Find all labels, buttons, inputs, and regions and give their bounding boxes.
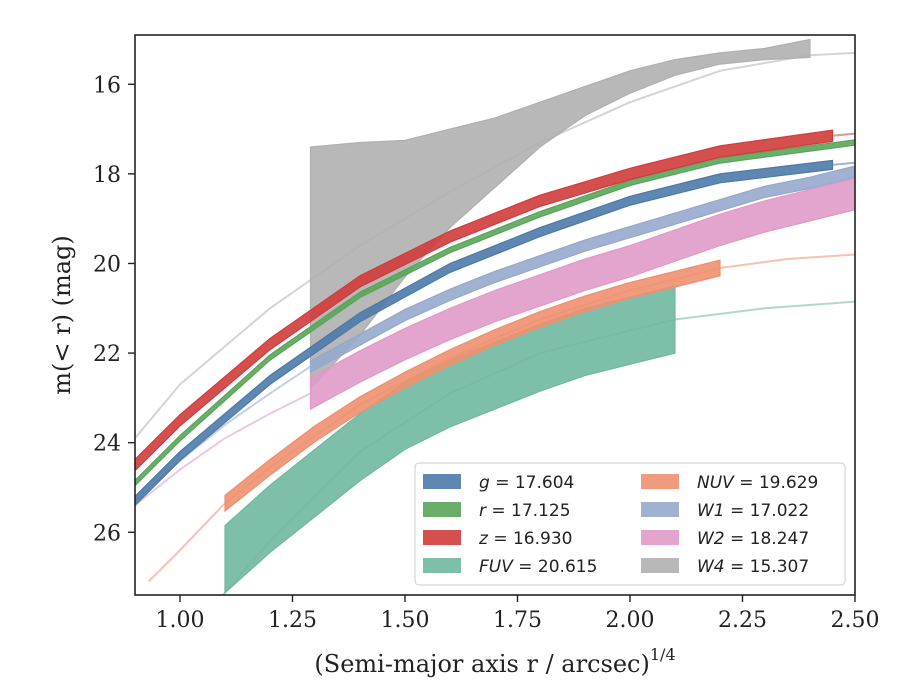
y-tick-label: 20 [93,252,121,277]
legend-label-nuv: NUV = 19.629 [697,473,818,493]
y-tick-label: 22 [93,342,121,367]
x-tick-label: 1.00 [156,608,205,633]
legend-swatch-z [423,530,461,545]
ticks-layer: 1.00 1.25 1.50 1.75 2.00 2.25 2.50 16 18 20 22 24 26 [93,73,879,633]
legend: g = 17.604 r = 17.125 z = 16.930 FUV = 20.6… [414,462,846,586]
series-band-nuv [224,259,721,513]
series-layer [135,38,855,595]
legend-label-fuv: FUV = 20.615 [479,557,597,577]
series-model-line-w2 [135,392,311,507]
legend-swatch-nuv [641,474,679,489]
y-tick-label: 24 [93,432,121,457]
y-axis-label: m(< r) (mag) [48,235,76,394]
series-band-z [135,129,834,472]
series-model-line-z [832,132,855,137]
legend-swatch-w4 [641,558,679,573]
series-band-w4 [309,38,811,391]
legend-box [414,462,846,586]
x-axis-label: (Semi-major axis r / arcsec)1/4 [314,645,675,678]
legend-swatch-r [423,502,461,517]
x-tick-label: 1.50 [381,608,430,633]
legend-label-r: r = 17.125 [479,501,571,521]
legend-swatch-w2 [641,530,679,545]
series-band-r [135,139,855,487]
series-band-w2 [309,177,855,411]
x-tick-label: 2.25 [718,608,767,633]
legend-label-g: g = 17.604 [479,473,574,493]
legend-swatch-fuv [423,558,461,573]
y-tick-label: 26 [93,521,121,546]
x-tick-label: 1.25 [268,608,317,633]
series-band-w1 [309,165,855,374]
x-tick-label: 2.50 [831,608,880,633]
series-band-g [135,159,834,507]
x-tick-label: 1.75 [493,608,542,633]
legend-label-z: z = 16.930 [478,529,572,549]
series-model-line-g [832,161,855,166]
legend-label-w4: W4 = 15.307 [697,557,809,577]
y-tick-label: 18 [93,163,121,188]
legend-swatch-w1 [641,502,679,517]
legend-label-w1: W1 = 17.022 [697,501,809,521]
plot-frame [134,34,856,596]
x-tick-label: 2.00 [606,608,655,633]
legend-label-w2: W2 = 18.247 [697,529,809,549]
y-tick-label: 16 [93,73,121,98]
legend-swatch-g [423,474,461,489]
